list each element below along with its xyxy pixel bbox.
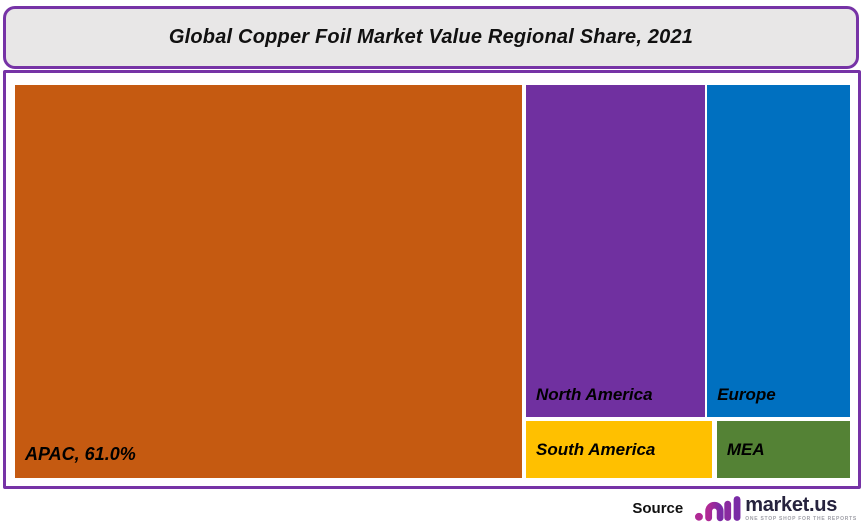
marketus-logo: market.us ONE STOP SHOP FOR THE REPORTS	[695, 495, 857, 522]
treemap-tile-mea: MEA	[716, 421, 850, 478]
marketus-logo-text: market.us	[745, 493, 838, 516]
tile-label-north-america: North America	[536, 385, 653, 405]
market-us-m-icon	[695, 495, 741, 521]
treemap-tile-apac: APAC, 61.0%	[15, 85, 522, 478]
chart-title-box: Global Copper Foil Market Value Regional…	[3, 6, 859, 69]
source-label: Source	[632, 499, 684, 517]
treemap-plot: APAC, 61.0% North America Europe South A…	[15, 85, 850, 478]
treemap-tile-europe: Europe	[707, 85, 850, 418]
tile-label-south-america: South America	[536, 439, 656, 459]
treemap-tile-south-america: South America	[526, 421, 713, 478]
treemap-frame: APAC, 61.0% North America Europe South A…	[3, 70, 861, 489]
tile-label-mea: MEA	[726, 439, 765, 459]
tile-label-europe: Europe	[717, 385, 776, 405]
marketus-logo-tagline: ONE STOP SHOP FOR THE REPORTS	[745, 515, 857, 522]
tile-label-apac: APAC, 61.0%	[25, 444, 136, 464]
marketus-logo-text-block: market.us ONE STOP SHOP FOR THE REPORTS	[745, 495, 857, 522]
chart-title: Global Copper Foil Market Value Regional…	[168, 26, 694, 48]
source-row: Source market.us ONE STOP SHOP FOR THE R…	[632, 491, 857, 525]
treemap-tile-north-america: North America	[526, 85, 705, 418]
